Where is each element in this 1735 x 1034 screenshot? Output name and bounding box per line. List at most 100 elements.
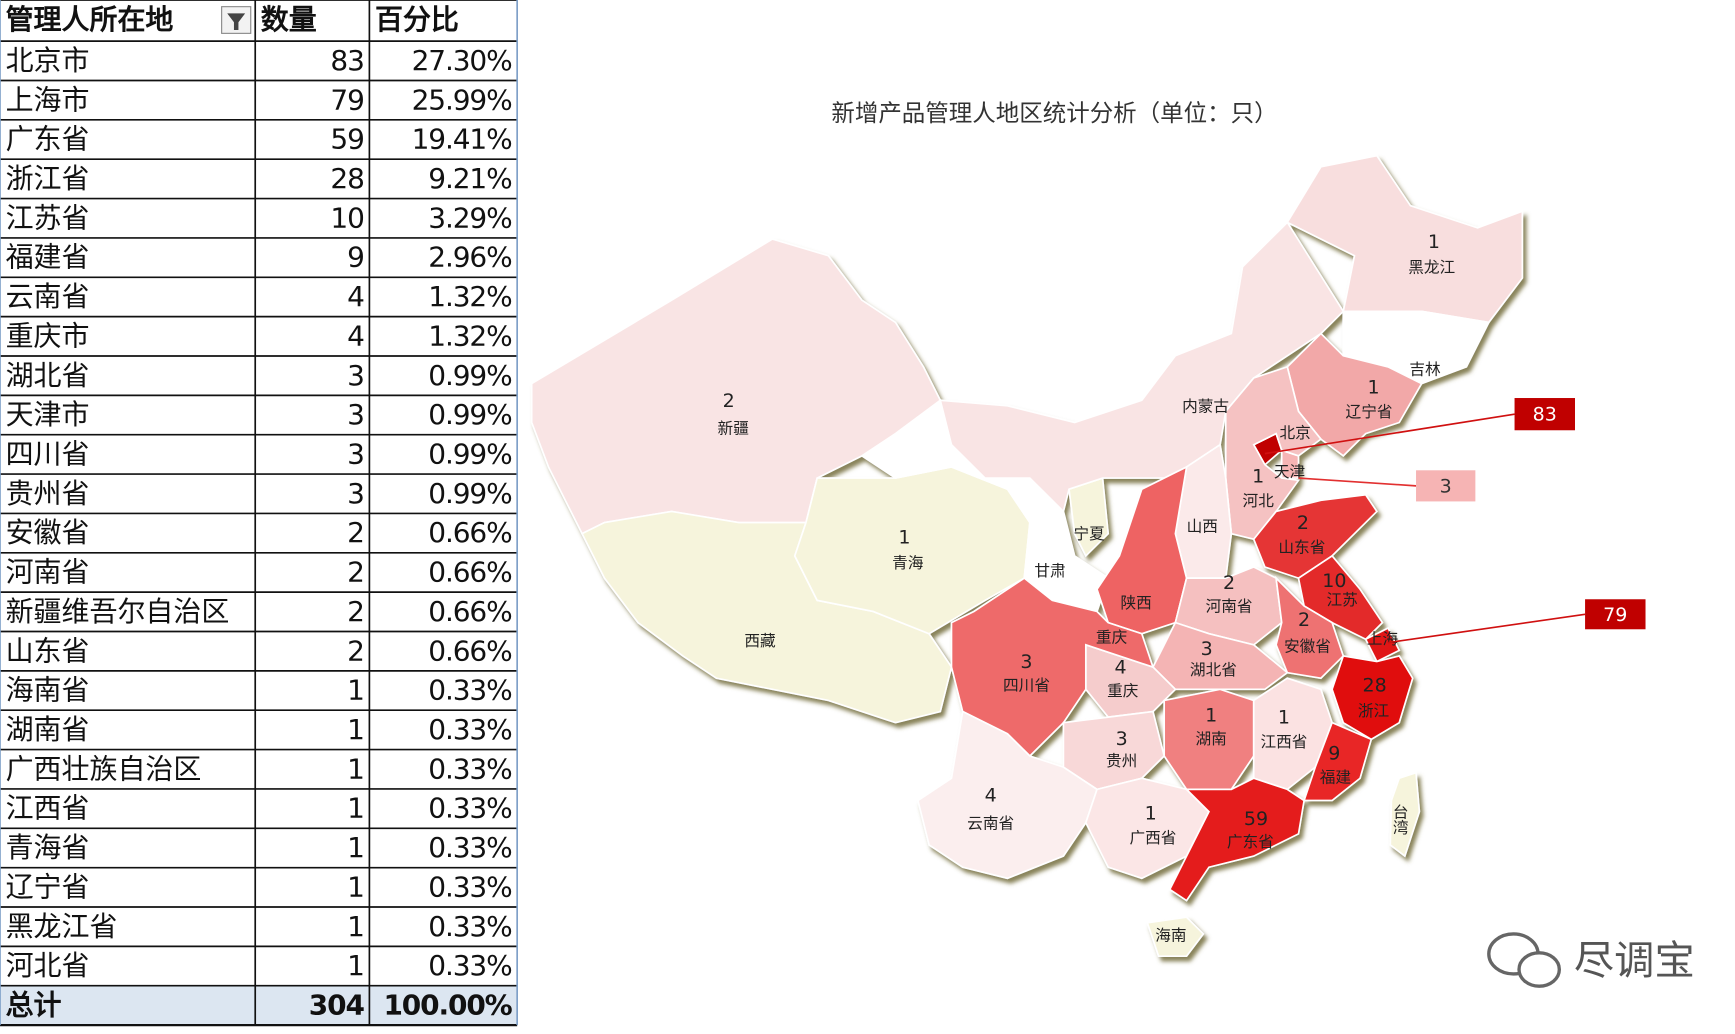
map-title: 新增产品管理人地区统计分析（单位：只） [831, 99, 1277, 127]
region-value: 2 [1223, 572, 1235, 594]
table-cell: 2 [347, 634, 364, 667]
table-cell: 1 [347, 910, 364, 943]
table-cell: 0.66% [428, 516, 511, 549]
region-name: 内蒙古 [1182, 397, 1229, 415]
table-cell: 3 [347, 477, 364, 510]
callout-value: 83 [1533, 404, 1557, 426]
region-value: 10 [1322, 570, 1346, 592]
table-cell: 1 [347, 752, 364, 785]
table-cell: 青海省 [6, 831, 90, 864]
region-name: 辽宁省 [1346, 403, 1393, 421]
region-name: 湖南 [1196, 730, 1227, 748]
table-cell: 100.00% [383, 989, 512, 1022]
region-name: 安徽省 [1284, 638, 1331, 656]
region-name: 北京 [1279, 424, 1310, 442]
table-cell: 1 [347, 674, 364, 707]
table-cell: 云南省 [6, 280, 90, 313]
region-value: 4 [985, 785, 997, 807]
table-cell: 0.66% [428, 595, 511, 628]
region-value: 1 [1145, 802, 1157, 824]
region-name: 青海 [892, 554, 924, 572]
total-row-bg [0, 985, 518, 1026]
table-cell: 广东省 [6, 123, 90, 156]
callout-box [1416, 470, 1476, 502]
callout-line [1387, 613, 1586, 644]
region-name: 台湾 [1391, 804, 1409, 836]
table-cell: 天津市 [6, 398, 90, 431]
table-cell: 9.21% [428, 162, 511, 195]
wechat-icon [1487, 932, 1562, 988]
table-cell: 新疆维吾尔自治区 [6, 595, 230, 628]
table-cell: 0.33% [428, 949, 511, 982]
callout-box [1514, 398, 1575, 431]
table-cell: 0.33% [428, 792, 511, 825]
region [1364, 627, 1401, 663]
region-value: 9 [1328, 742, 1340, 764]
table-cell: 0.33% [428, 674, 511, 707]
region-value: 2 [1297, 512, 1309, 534]
region-name: 河南省 [1206, 598, 1253, 616]
table-cell: 3 [347, 398, 364, 431]
table-cell: 27.30% [412, 44, 512, 77]
region-value: 3 [1020, 651, 1032, 673]
callout-line [1298, 477, 1417, 487]
region-value: 3 [1201, 638, 1213, 660]
region-value: 3 [1116, 728, 1128, 750]
table-cell: 2 [347, 595, 364, 628]
region-name: 重庆 [1107, 682, 1139, 700]
table-cell: 黑龙江省 [6, 910, 118, 943]
region [1163, 688, 1255, 791]
table-cell: 总计 [6, 989, 62, 1022]
table-cell: 1 [347, 949, 364, 982]
table-cell: 贵州省 [6, 477, 90, 510]
table-cell: 0.99% [428, 438, 511, 471]
table-cell: 0.99% [428, 398, 511, 431]
table-header: 百分比 [375, 3, 459, 36]
table-cell: 2 [347, 516, 364, 549]
region-name: 重庆 [1096, 629, 1128, 647]
region-name: 黑龙江 [1408, 258, 1455, 276]
region-value: 2 [723, 390, 735, 412]
table-cell: 四川省 [6, 438, 90, 471]
region-name: 甘肃 [1034, 562, 1065, 580]
table-cell: 10 [330, 201, 363, 234]
table-cell: 重庆市 [6, 319, 90, 352]
region-name: 新疆 [718, 420, 749, 438]
table-cell: 1 [347, 831, 364, 864]
region [1302, 721, 1373, 802]
table-cell: 安徽省 [6, 516, 90, 549]
table-cell: 4 [347, 280, 364, 313]
table-cell: 海南省 [6, 674, 90, 707]
callout-box [1585, 599, 1646, 630]
table-cell: 河南省 [6, 556, 90, 589]
region-name: 福建 [1320, 769, 1352, 787]
region [1168, 777, 1306, 902]
region-value: 1 [898, 527, 910, 549]
table-cell: 19.41% [412, 123, 512, 156]
table-cell: 上海市 [6, 83, 90, 116]
region-name: 湖北省 [1190, 661, 1237, 679]
table-cell: 0.66% [428, 634, 511, 667]
region-value: 1 [1367, 377, 1379, 399]
map [530, 154, 1524, 957]
callout-value: 3 [1440, 476, 1452, 498]
region-name: 海南 [1155, 927, 1186, 945]
table-cell: 1 [347, 871, 364, 904]
region-value: 2 [1298, 609, 1310, 631]
region-name: 陕西 [1121, 594, 1152, 612]
table-cell: 0.33% [428, 910, 511, 943]
region [1224, 365, 1323, 541]
region-name: 贵州 [1106, 752, 1137, 770]
region-value: 59 [1244, 808, 1268, 830]
table-cell: 山东省 [6, 634, 90, 667]
table-cell: 3.29% [428, 201, 511, 234]
table-header: 管理人所在地 [6, 3, 174, 36]
table-cell: 北京市 [6, 44, 90, 77]
region-name: 广西省 [1129, 829, 1176, 847]
table-cell: 25.99% [412, 83, 512, 116]
region [1274, 575, 1345, 680]
table-cell: 79 [330, 83, 363, 116]
table-cell: 4 [347, 319, 364, 352]
table-cell: 0.99% [428, 359, 511, 392]
